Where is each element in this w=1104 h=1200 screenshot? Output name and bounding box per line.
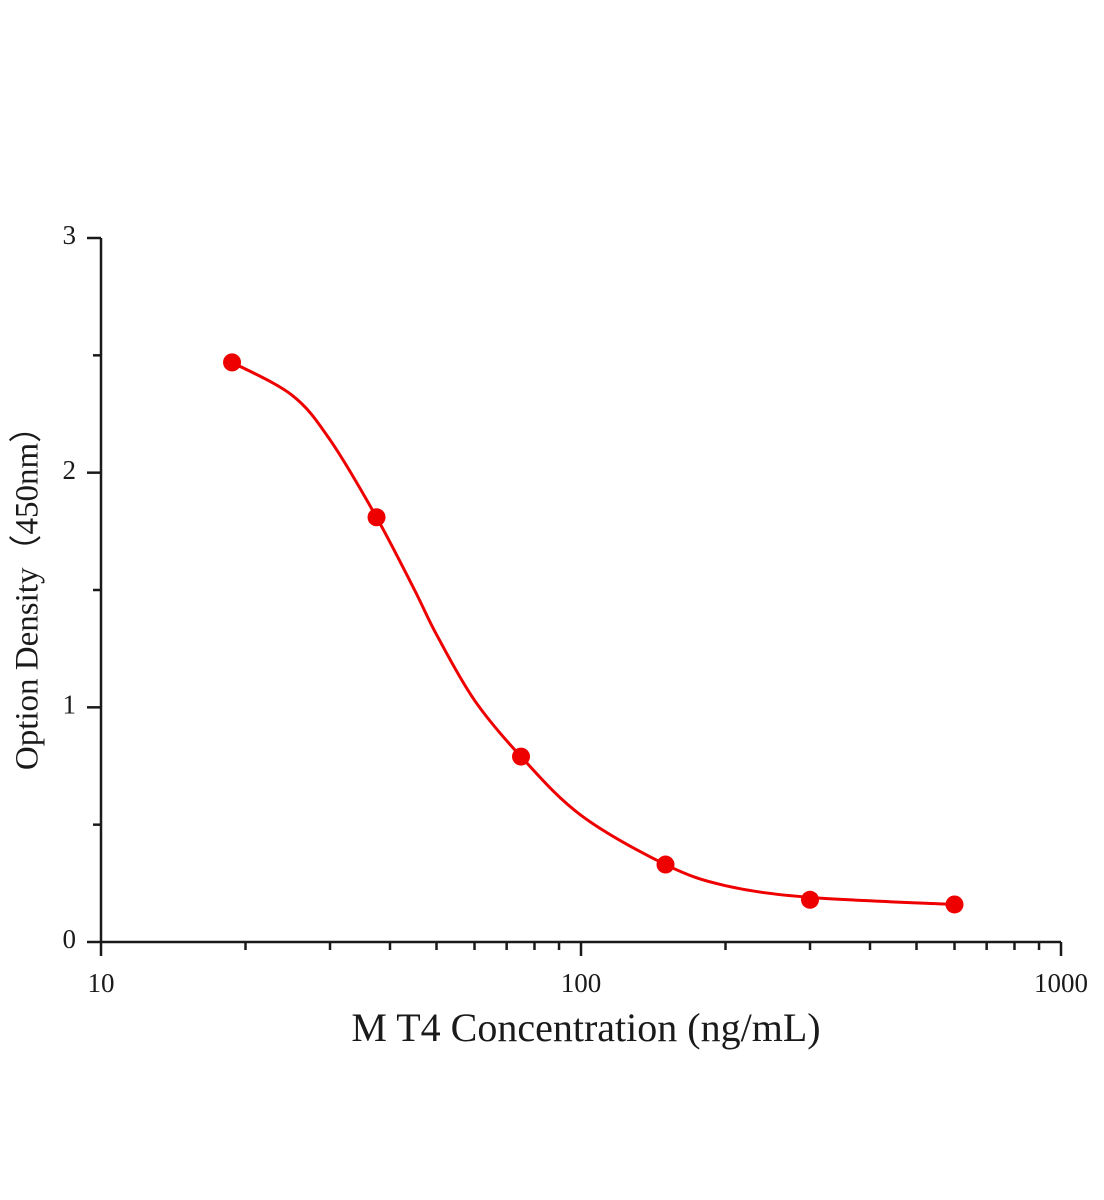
data-point [223,353,242,372]
y-axis-title: Option Density（450nm） [10,410,46,770]
y-tick-label: 3 [63,220,77,250]
x-tick-label: 1000 [1034,968,1088,998]
fit-curve [231,361,955,906]
y-tick-label: 0 [63,924,77,954]
data-point [367,508,386,527]
data-point [945,895,964,914]
data-point [512,747,531,766]
x-tick-label: 10 [88,968,115,998]
data-point [656,855,675,874]
x-axis-title: M T4 Concentration (ng/mL) [351,1005,820,1050]
x-tick-label: 100 [561,968,602,998]
y-tick-label: 1 [63,690,77,720]
data-point [801,890,820,909]
y-tick-label: 2 [63,455,77,485]
